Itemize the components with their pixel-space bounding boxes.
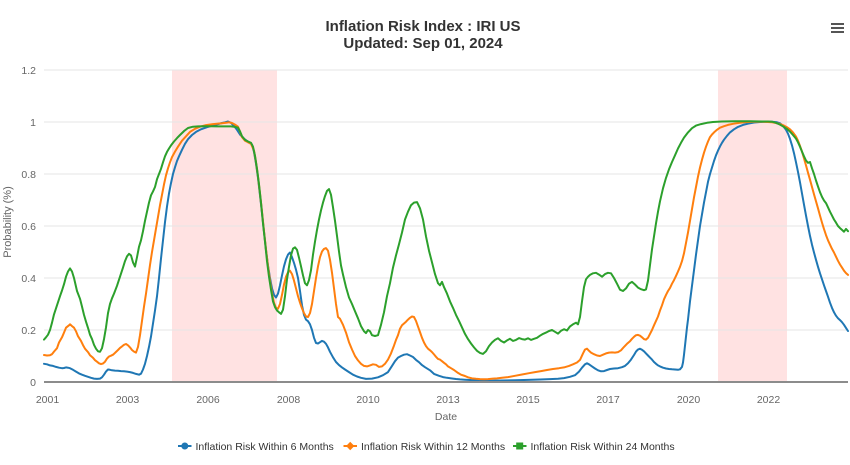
svg-text:2015: 2015 [516, 394, 540, 406]
svg-text:Date: Date [435, 411, 457, 423]
svg-text:Inflation Risk Index : IRI US: Inflation Risk Index : IRI US [325, 18, 520, 35]
svg-text:2022: 2022 [757, 394, 781, 406]
svg-text:2006: 2006 [196, 394, 220, 406]
svg-text:0.6: 0.6 [21, 221, 36, 233]
svg-text:Inflation Risk Within 12 Month: Inflation Risk Within 12 Months [361, 441, 505, 453]
svg-text:1.2: 1.2 [21, 65, 36, 77]
svg-text:1: 1 [30, 117, 36, 129]
svg-text:0.4: 0.4 [21, 273, 36, 285]
svg-text:2013: 2013 [436, 394, 460, 406]
svg-text:0.2: 0.2 [21, 325, 36, 337]
svg-text:0: 0 [30, 377, 36, 389]
svg-text:2017: 2017 [596, 394, 620, 406]
svg-text:Probability (%): Probability (%) [2, 186, 14, 258]
svg-text:Inflation Risk Within 6 Months: Inflation Risk Within 6 Months [196, 441, 334, 453]
svg-text:0.8: 0.8 [21, 169, 36, 181]
svg-text:Inflation Risk Within 24 Month: Inflation Risk Within 24 Months [531, 441, 675, 453]
svg-text:2003: 2003 [116, 394, 140, 406]
svg-text:2001: 2001 [36, 394, 60, 406]
svg-text:2020: 2020 [677, 394, 701, 406]
svg-text:2008: 2008 [277, 394, 301, 406]
svg-text:Updated: Sep 01, 2024: Updated: Sep 01, 2024 [343, 35, 503, 52]
svg-text:2010: 2010 [356, 394, 380, 406]
